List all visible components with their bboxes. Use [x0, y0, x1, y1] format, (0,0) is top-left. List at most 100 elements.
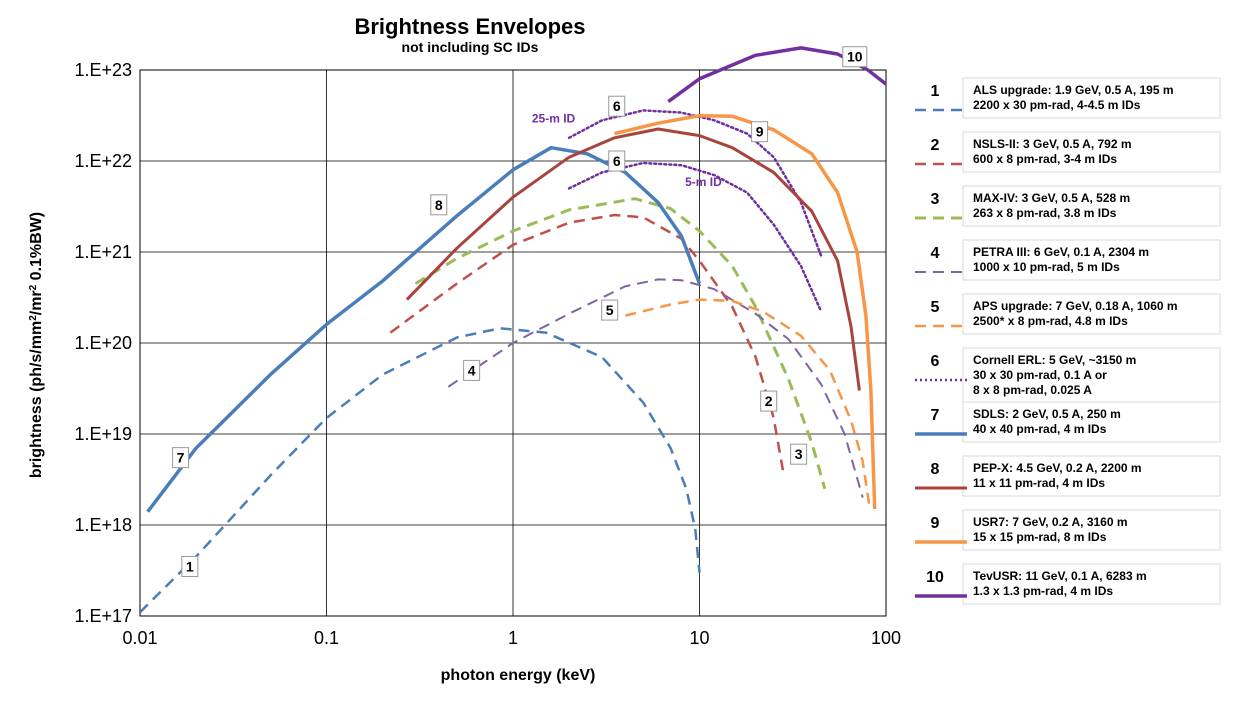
legend-text-line: 263 x 8 pm-rad, 3.8 m IDs	[973, 206, 1117, 220]
x-tick-labels: 0.01 0.1 1 10 100	[122, 628, 901, 648]
x-tick-label: 0.01	[122, 628, 157, 648]
curve-tag-box	[790, 443, 808, 465]
legend-number: 7	[931, 407, 940, 424]
x-axis-title: photon energy (keV)	[441, 667, 596, 684]
legend-number: 3	[931, 191, 940, 208]
legend-text-line: PEP-X: 4.5 GeV, 0.2 A, 2200 m	[973, 461, 1142, 475]
y-tick-label: 1.E+22	[74, 151, 132, 171]
legend-text-line: 600 x 8 pm-rad, 3-4 m IDs	[973, 152, 1117, 166]
curve-tag-8: 8	[430, 194, 448, 216]
legend-text-line: 40 x 40 pm-rad, 4 m IDs	[973, 422, 1107, 436]
series-3-line	[414, 197, 827, 490]
legend-number: 2	[931, 137, 940, 154]
curve-tag-label: 10	[847, 49, 863, 65]
legend-entry-10: 10 TevUSR: 11 GeV, 0.1 A, 6283 m1.3 x 1.3…	[915, 563, 1221, 605]
legend-text-line: NSLS-II: 3 GeV, 0.5 A, 792 m	[973, 137, 1132, 151]
legend-text-line: MAX-IV: 3 GeV, 0.5 A, 528 m	[973, 191, 1130, 205]
legend-text-line: USR7: 7 GeV, 0.2 A, 3160 m	[973, 515, 1128, 529]
curve-tag-label: 4	[468, 362, 476, 378]
y-tick-label: 1.E+23	[74, 60, 132, 80]
legend-entry-9: 9 USR7: 7 GeV, 0.2 A, 3160 m15 x 15 pm-ra…	[915, 509, 1221, 551]
legend-text-line: 15 x 15 pm-rad, 8 m IDs	[973, 530, 1107, 544]
curve-tags: 1 2 3 4 5 6 6 25-m ID 5-m ID 7 8 9 10	[172, 46, 868, 577]
legend-text-line: 1000 x 10 pm-rad, 5 m IDs	[973, 260, 1120, 274]
curve-tag-3: 3	[790, 443, 808, 465]
y-tick-label: 1.E+20	[74, 333, 132, 353]
curve-tag-box	[172, 447, 190, 469]
legend-number: 10	[926, 569, 944, 586]
plot-frame	[139, 69, 887, 617]
legend-box	[962, 563, 1221, 605]
legend-text-line: 30 x 30 pm-rad, 0.1 A or	[973, 368, 1107, 382]
legend-box	[962, 455, 1221, 497]
legend-number: 6	[931, 353, 940, 370]
curve-tag-label: 7	[177, 450, 185, 466]
legend-box	[962, 239, 1221, 281]
legend-text-line: 8 x 8 pm-rad, 0.025 A	[973, 383, 1092, 397]
legend-number: 9	[931, 515, 940, 532]
curve-tag-9: 9	[751, 121, 769, 143]
series-6-annotation: 5-m ID	[685, 175, 722, 189]
x-tick-label: 10	[689, 628, 709, 648]
curve-tag-box	[751, 121, 769, 143]
y-tick-label: 1.E+19	[74, 424, 132, 444]
plot-area-border	[139, 69, 887, 617]
legend-text-line: PETRA III: 6 GeV, 0.1 A, 2304 m	[973, 245, 1149, 259]
series-10-line	[667, 46, 886, 104]
series-8-line	[405, 127, 861, 391]
curve-tag-label: 3	[795, 446, 803, 462]
curve-tag-label: 8	[435, 197, 443, 213]
legend-number: 4	[931, 245, 940, 262]
curve-tag-5: 5	[601, 299, 619, 321]
legend-box	[962, 509, 1221, 551]
curve-tag-box	[608, 150, 626, 172]
curve-tag-label: 2	[765, 393, 773, 409]
legend-text-line: APS upgrade: 7 GeV, 0.18 A, 1060 m	[973, 299, 1178, 313]
curve-tag-10: 10	[842, 46, 868, 68]
y-tick-label: 1.E+21	[74, 242, 132, 262]
legend-entry-5: 5 APS upgrade: 7 GeV, 0.18 A, 1060 m2500*…	[915, 293, 1221, 335]
legend-box	[962, 185, 1221, 227]
curve-tag-2: 2	[760, 390, 778, 412]
curve-tag-box	[181, 555, 199, 577]
curve-tag-6: 6	[608, 95, 626, 117]
legend-box	[962, 131, 1221, 173]
x-tick-label: 100	[871, 628, 901, 648]
series-9-line	[614, 113, 877, 510]
legend-text-line: 2500* x 8 pm-rad, 4.8 m IDs	[973, 314, 1128, 328]
y-axis-title: brightness (ph/s/mm2/mr2 0.1%BW)	[28, 212, 46, 478]
series-2-line	[389, 213, 785, 471]
legend-text-line: Cornell ERL: 5 GeV, ~3150 m	[973, 353, 1136, 367]
legend-text-line: ALS upgrade: 1.9 GeV, 0.5 A, 195 m	[973, 83, 1174, 97]
legend: 1 ALS upgrade: 1.9 GeV, 0.5 A, 195 m2200 …	[915, 77, 1221, 605]
curve-tag-box	[463, 359, 481, 381]
legend-number: 8	[931, 461, 940, 478]
legend-text-line: 2200 x 30 pm-rad, 4-4.5 m IDs	[973, 98, 1141, 112]
legend-text-line: SDLS: 2 GeV, 0.5 A, 250 m	[973, 407, 1121, 421]
legend-box	[962, 401, 1221, 443]
y-tick-label: 1.E+17	[74, 606, 132, 626]
series-5-line	[625, 298, 872, 510]
legend-number: 5	[931, 299, 940, 316]
legend-entry-7: 7 SDLS: 2 GeV, 0.5 A, 250 m40 x 40 pm-rad…	[915, 401, 1221, 443]
curve-tag-label: 9	[756, 124, 764, 140]
curve-tag-4: 4	[463, 359, 481, 381]
legend-number: 1	[931, 83, 940, 100]
y-tick-labels: 1.E+17 1.E+18 1.E+19 1.E+20 1.E+21 1.E+22 1.E+…	[74, 60, 132, 626]
chart-subtitle: not including SC IDs	[402, 39, 539, 55]
legend-box	[962, 347, 1221, 403]
legend-entry-1: 1 ALS upgrade: 1.9 GeV, 0.5 A, 195 m2200 …	[915, 77, 1221, 119]
series-6-25m-line	[567, 109, 823, 258]
curve-tag-7: 7	[172, 447, 190, 469]
x-tick-label: 0.1	[314, 628, 339, 648]
curve-tag-box	[430, 194, 448, 216]
legend-entry-8: 8 PEP-X: 4.5 GeV, 0.2 A, 2200 m11 x 11 pm…	[915, 455, 1221, 497]
curve-tag-label: 6	[613, 153, 621, 169]
legend-text-line: 1.3 x 1.3 pm-rad, 4 m IDs	[973, 584, 1113, 598]
series-layer	[140, 46, 886, 614]
series-6-annotation: 25-m ID	[532, 111, 576, 125]
